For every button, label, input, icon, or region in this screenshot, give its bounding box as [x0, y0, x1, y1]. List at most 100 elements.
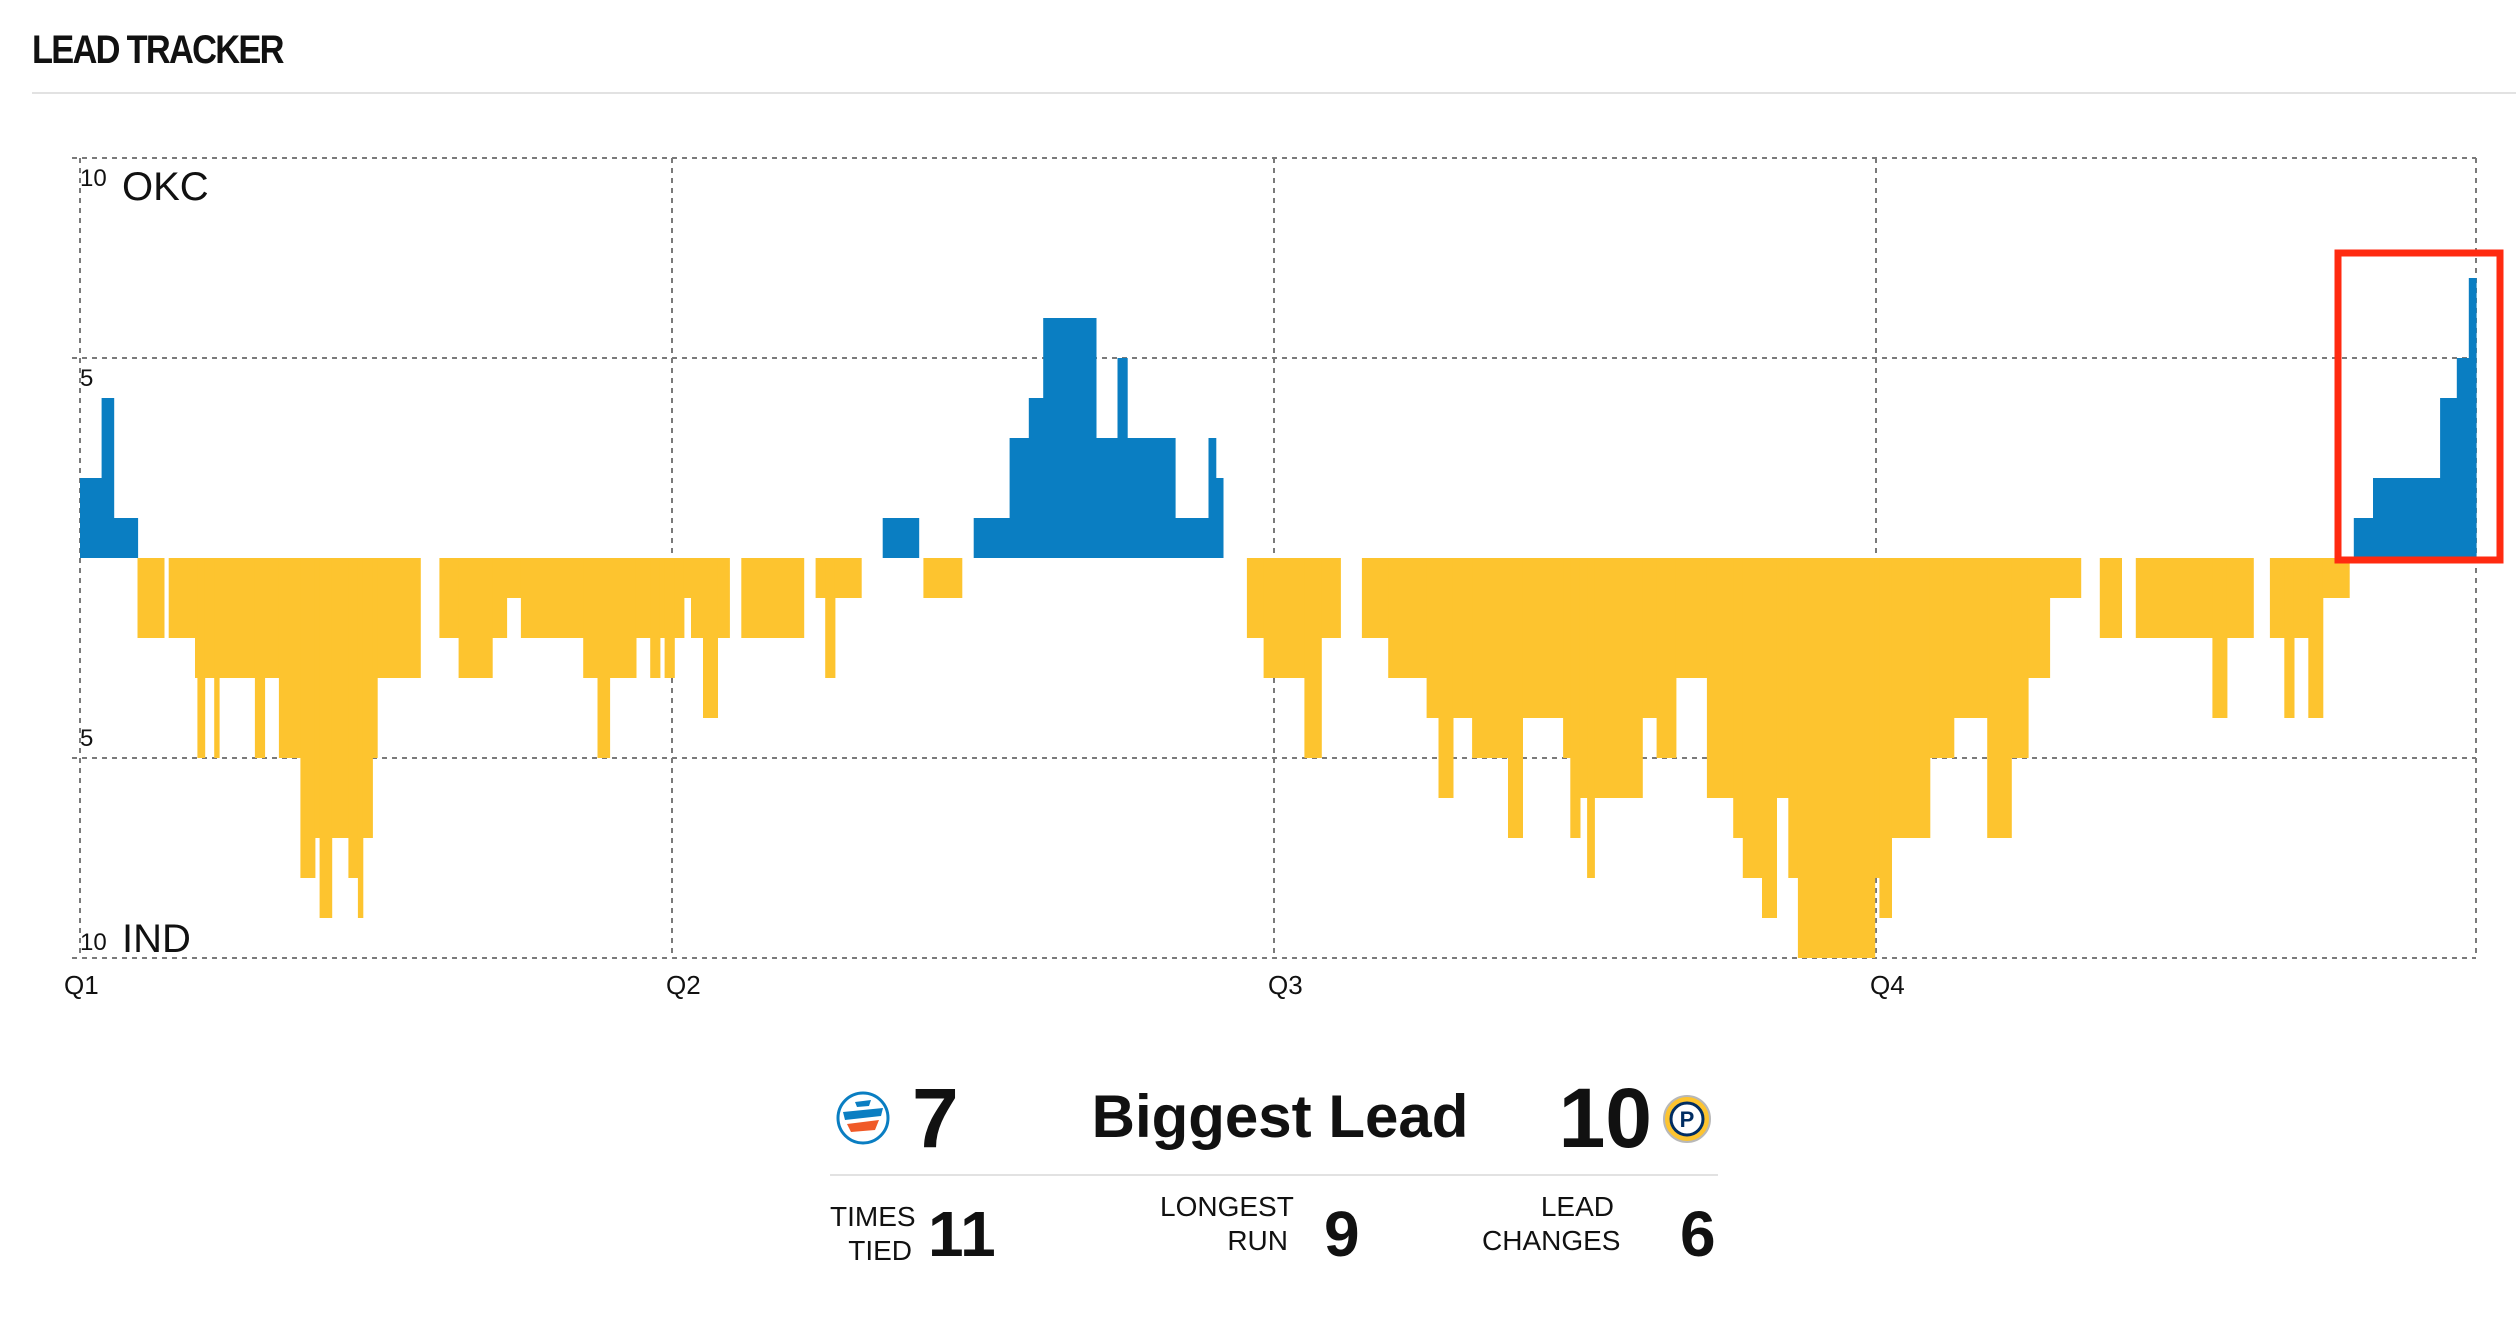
ind-lead-bar: [2011, 558, 2029, 758]
ind-lead-bar: [664, 558, 675, 678]
ind-lead-bar: [1508, 558, 1523, 838]
ind-lead-bar: [635, 558, 651, 638]
okc-lead-bar: [1117, 358, 1128, 558]
ind-lead-bar: [2269, 558, 2285, 638]
okc-lead-bar: [2440, 398, 2458, 558]
y-label-ind: IND: [122, 917, 191, 961]
okc-lead-bar: [1043, 318, 1097, 558]
ind-lead-bar: [2212, 558, 2228, 718]
ind-lead-bar: [2293, 558, 2309, 638]
okc-lead-bar: [1175, 518, 1210, 558]
okc-thunder-logo-icon: [836, 1091, 890, 1145]
ind-lead-bar: [1776, 558, 1789, 798]
ind-lead-bar: [923, 558, 963, 598]
ind-biggest-lead-value: 10: [1558, 1071, 1652, 1165]
lead-tracker-chart: 10 OKC 5 5 10 IND Q1 Q2 Q3 Q4: [64, 157, 2504, 1000]
ind-lead-bar: [2099, 558, 2122, 638]
lead-changes-label-line2: CHANGES: [1482, 1225, 1621, 1256]
ind-lead-bar: [168, 558, 196, 638]
okc-biggest-lead-value: 7: [912, 1071, 959, 1165]
ind-pacers-logo-icon: P: [1663, 1095, 1711, 1143]
okc-lead-bar: [2373, 478, 2441, 558]
ind-lead-bar: [1762, 558, 1777, 918]
x-tick-q1: Q1: [64, 970, 99, 1000]
ind-lead-bar: [1388, 558, 1428, 678]
times-tied-label-line1: TIMES: [830, 1201, 916, 1232]
times-tied-label: TIMES TIED: [830, 1200, 916, 1268]
ind-lead-bar: [1733, 558, 1744, 838]
ind-lead-bar: [609, 558, 637, 678]
ind-lead-bar: [583, 558, 599, 678]
okc-lead-bar: [2473, 278, 2477, 558]
ind-lead-bar: [1426, 558, 1440, 718]
ind-lead-bar: [659, 558, 666, 638]
y-tick-top: 10: [80, 165, 107, 192]
ind-lead-bar: [1263, 558, 1305, 678]
ind-lead-bar: [1246, 558, 1265, 638]
lead-changes-value: 6: [1680, 1198, 1716, 1270]
chart-labels: 10 OKC 5 5 10 IND Q1 Q2 Q3 Q4: [64, 165, 1905, 1000]
ind-lead-bar: [300, 558, 316, 878]
okc-lead-bar: [1153, 438, 1176, 558]
ind-lead-bar: [2284, 558, 2295, 718]
ind-lead-bar: [717, 558, 730, 638]
highlight-box: [2334, 249, 2504, 564]
ind-lead-bar: [264, 558, 280, 678]
ind-lead-bar: [1656, 558, 1677, 758]
ind-lead-bar: [314, 558, 321, 838]
ind-lead-bar: [357, 558, 364, 918]
ind-lead-bar: [1570, 558, 1581, 838]
ind-lead-bar: [1438, 558, 1454, 798]
summary-divider: [830, 1174, 1718, 1176]
x-tick-q3: Q3: [1268, 970, 1303, 1000]
ind-logo-letter: P: [1680, 1107, 1695, 1132]
ind-lead-bar: [650, 558, 661, 678]
x-tick-q4: Q4: [1870, 970, 1905, 1000]
ind-lead-bar: [2322, 558, 2350, 598]
ind-lead-bar: [319, 558, 333, 918]
ind-lead-bar: [506, 558, 522, 598]
ind-lead-bar: [1563, 558, 1571, 758]
ind-lead-bar: [1361, 558, 1389, 638]
ind-lead-bar: [1797, 558, 1876, 958]
lead-changes-label-line1: LEAD: [1540, 1191, 1614, 1222]
ind-lead-bar: [1891, 558, 1931, 838]
ind-lead-bar: [197, 558, 206, 758]
ind-lead-bar: [1953, 558, 1988, 718]
ind-lead-bar: [362, 558, 373, 838]
ind-lead-bar: [1675, 558, 1708, 678]
x-tick-q2: Q2: [666, 970, 701, 1000]
ind-lead-bar: [520, 558, 584, 638]
okc-lead-bar: [2468, 278, 2475, 558]
biggest-lead-label: Biggest Lead: [1091, 1083, 1469, 1150]
ind-lead-bar: [815, 558, 826, 598]
y-tick-upper-mid: 5: [80, 365, 93, 392]
lead-changes-label: LEAD CHANGES: [1482, 1190, 1621, 1258]
ind-lead-bar: [691, 558, 704, 638]
ind-lead-bar: [1879, 558, 1892, 918]
ind-lead-bar: [439, 558, 460, 638]
ind-lead-bar: [137, 558, 165, 638]
ind-lead-bar: [214, 558, 220, 758]
ind-lead-bar: [1321, 558, 1341, 638]
okc-lead-bar: [101, 398, 115, 558]
y-tick-bottom: 10: [80, 929, 107, 956]
longest-run-label-line2: RUN: [1227, 1225, 1288, 1256]
ind-lead-bar: [1522, 558, 1564, 718]
ind-lead-bar: [492, 558, 508, 638]
ind-lead-bar: [1452, 558, 1473, 718]
ind-lead-bar: [372, 558, 378, 758]
y-tick-lower-mid: 5: [80, 725, 93, 752]
okc-lead-bar: [1009, 438, 1030, 558]
longest-run-label-line1: LONGEST: [1160, 1191, 1294, 1222]
ind-lead-bar: [2135, 558, 2214, 638]
longest-run-label: LONGEST RUN: [1160, 1190, 1294, 1258]
okc-lead-bar: [80, 478, 103, 558]
okc-lead-bar: [882, 518, 920, 558]
ind-lead-bar: [1304, 558, 1322, 758]
ind-lead-bar: [204, 558, 215, 678]
times-tied-label-line2: TIED: [848, 1235, 912, 1266]
ind-lead-bar: [331, 558, 349, 838]
ind-lead-bar: [1706, 558, 1734, 798]
ind-lead-bar: [1874, 558, 1880, 878]
